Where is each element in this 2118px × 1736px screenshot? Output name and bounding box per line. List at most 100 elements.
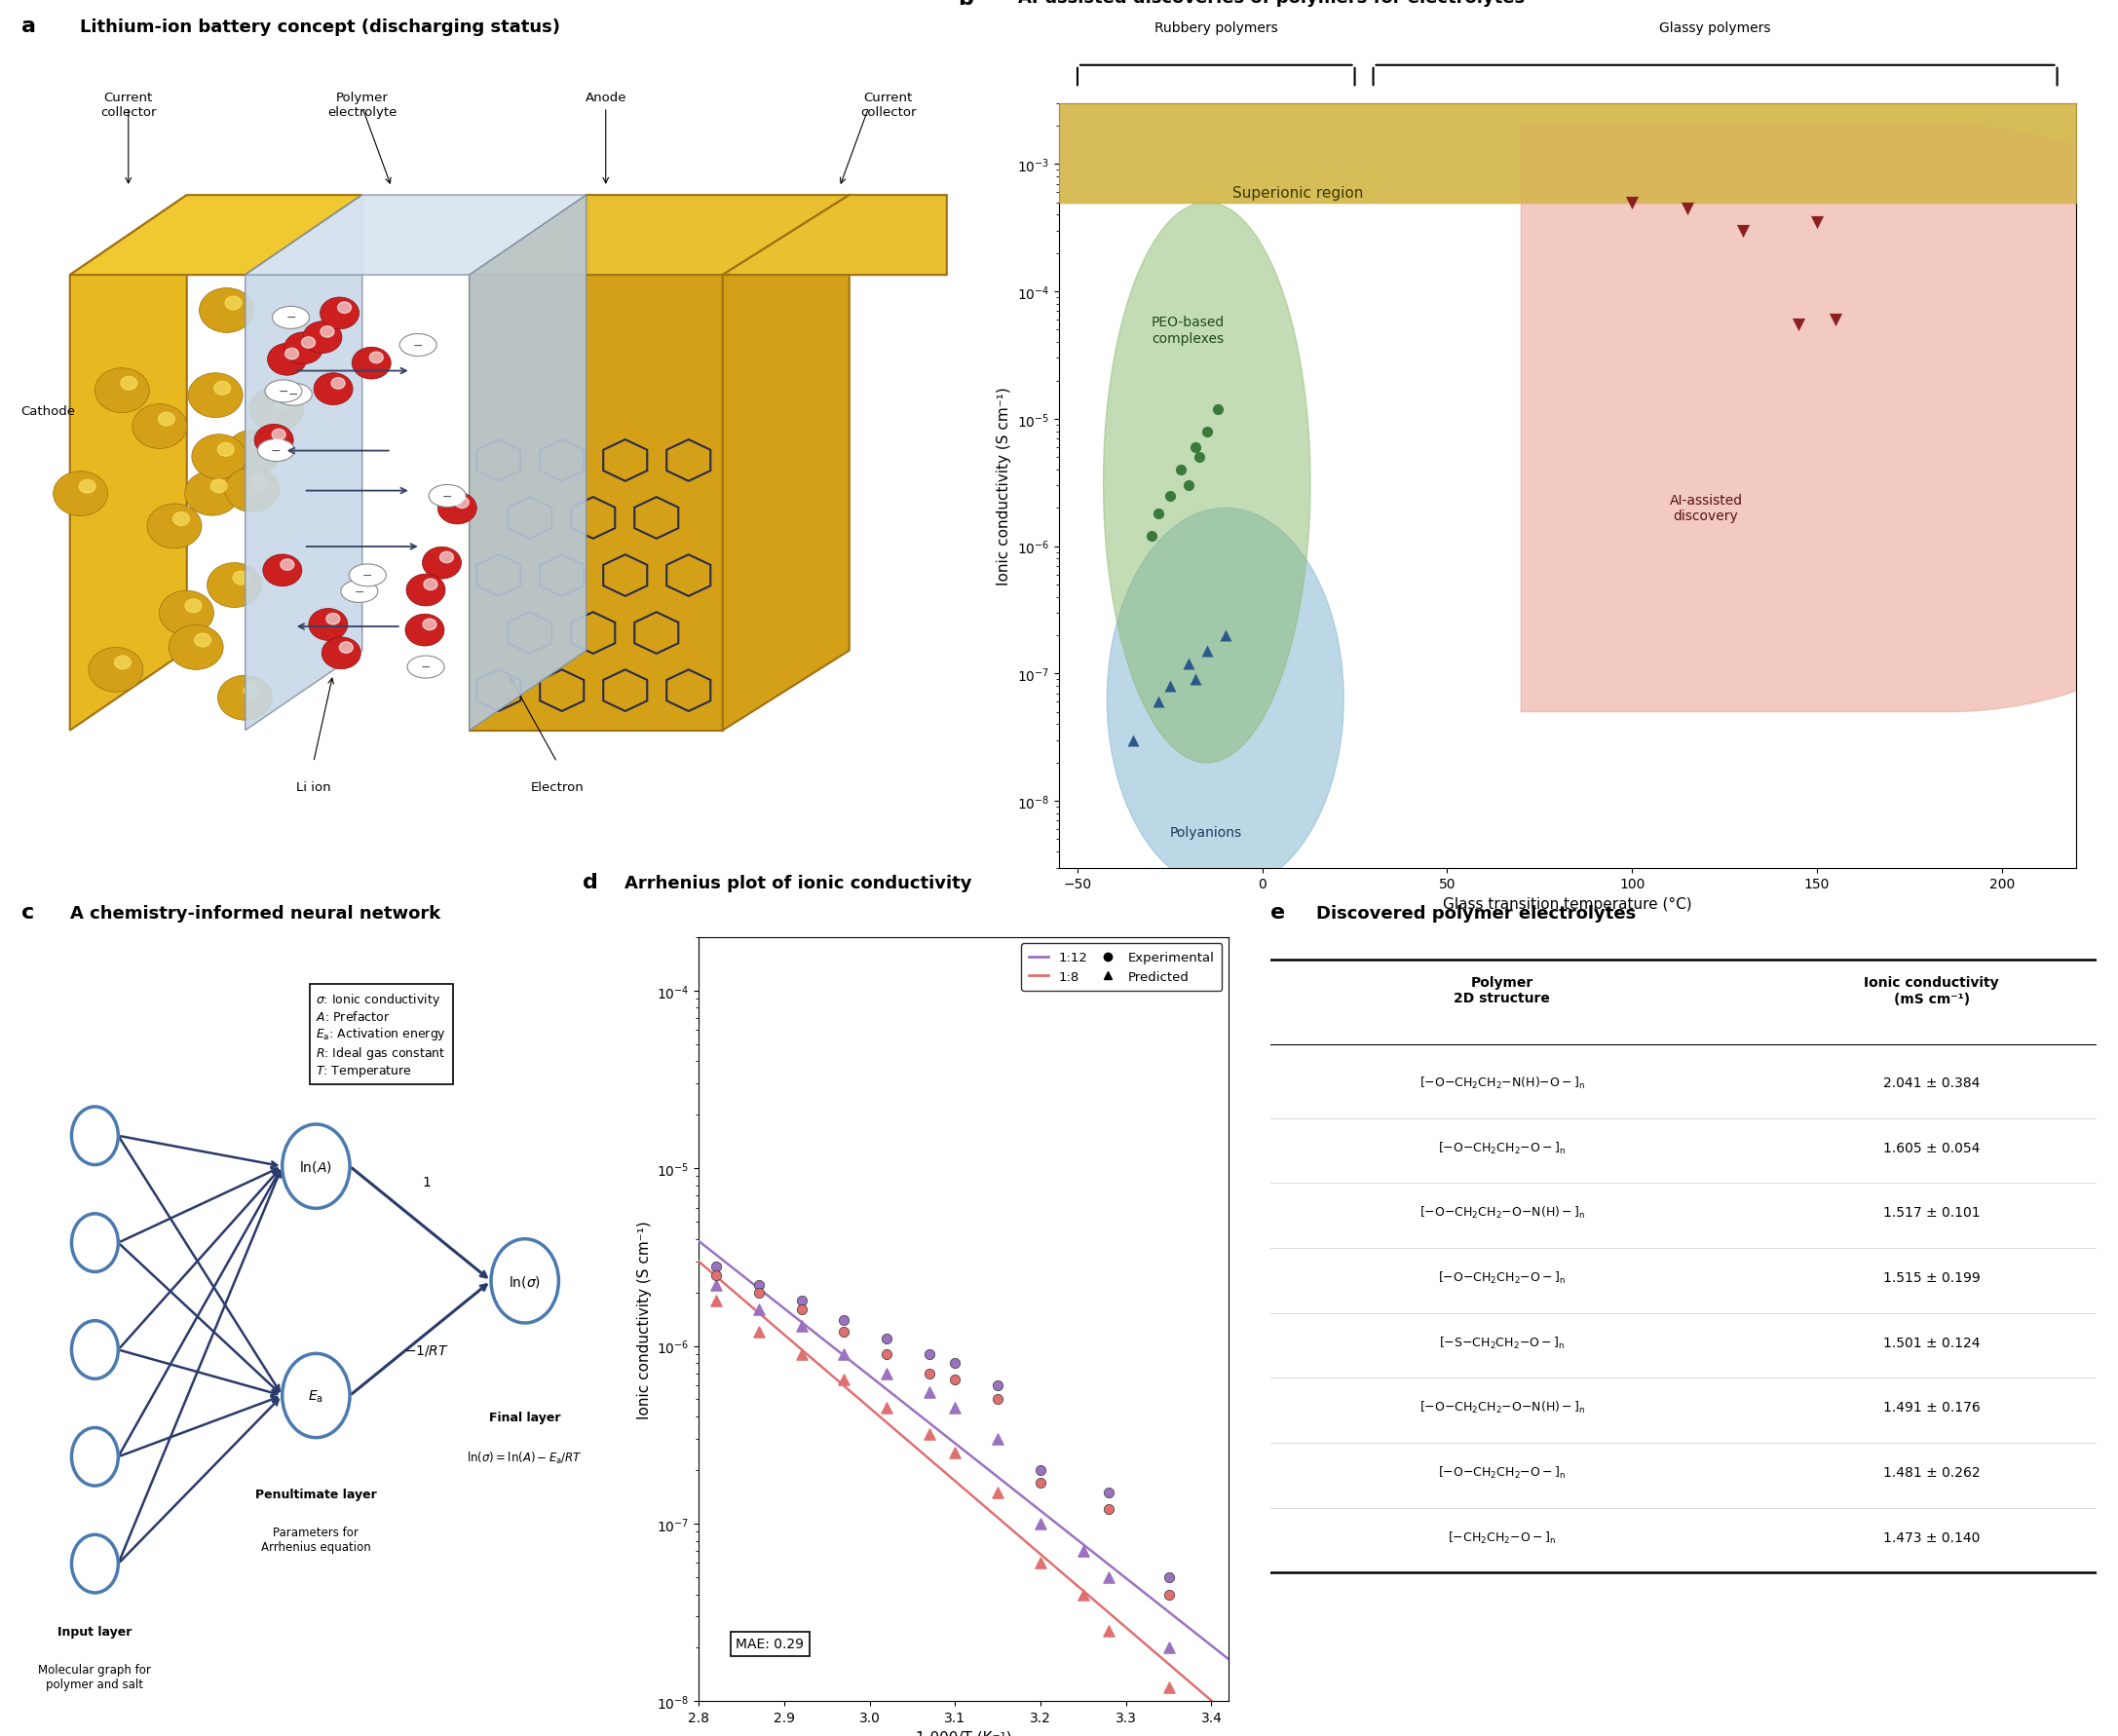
Text: Superionic region: Superionic region — [1233, 186, 1364, 200]
Circle shape — [244, 684, 261, 698]
Point — [1065, 1538, 1099, 1566]
Point — [1142, 500, 1175, 528]
Circle shape — [189, 373, 244, 418]
Point — [1819, 307, 1853, 335]
Text: c: c — [21, 903, 34, 922]
Point — [1209, 621, 1243, 649]
Text: 1: 1 — [421, 1175, 430, 1189]
Point — [1023, 1457, 1057, 1484]
Polygon shape — [1108, 509, 1343, 891]
Circle shape — [313, 373, 354, 406]
Circle shape — [275, 396, 292, 410]
Text: $\mathsf{[-O{-}CH_2CH_2{-}O-]_n}$: $\mathsf{[-O{-}CH_2CH_2{-}O-]_n}$ — [1438, 1139, 1565, 1156]
Circle shape — [233, 571, 250, 585]
Text: $\mathsf{[-O{-}CH_2CH_2{-}O-]_n}$: $\mathsf{[-O{-}CH_2CH_2{-}O-]_n}$ — [1438, 1269, 1565, 1285]
Text: Anode: Anode — [585, 92, 627, 104]
Text: Electron: Electron — [530, 781, 585, 793]
Point — [938, 1394, 972, 1422]
Circle shape — [225, 297, 241, 311]
Polygon shape — [246, 196, 362, 731]
Circle shape — [159, 592, 214, 635]
Circle shape — [369, 352, 383, 365]
Polygon shape — [70, 196, 186, 731]
Text: Lithium-ion battery concept (discharging status): Lithium-ion battery concept (discharging… — [80, 19, 559, 36]
Ellipse shape — [407, 656, 445, 679]
Point — [870, 1325, 904, 1352]
Point — [1152, 1674, 1186, 1701]
Circle shape — [53, 472, 108, 517]
Circle shape — [72, 1427, 119, 1486]
Ellipse shape — [275, 384, 311, 406]
Text: $-1/RT$: $-1/RT$ — [405, 1342, 449, 1358]
Text: a: a — [21, 17, 36, 36]
Circle shape — [146, 505, 201, 549]
Circle shape — [214, 382, 231, 396]
Point — [1023, 1510, 1057, 1538]
Point — [828, 1340, 862, 1368]
Ellipse shape — [341, 582, 377, 602]
Circle shape — [263, 556, 303, 587]
Text: $\mathrm{ln}(A)$: $\mathrm{ln}(A)$ — [299, 1160, 333, 1174]
Text: 2.041 ± 0.384: 2.041 ± 0.384 — [1883, 1076, 1980, 1090]
Point — [1065, 1580, 1099, 1608]
Point — [1023, 1469, 1057, 1496]
Circle shape — [121, 377, 138, 391]
Circle shape — [267, 344, 307, 377]
Text: d: d — [582, 871, 597, 892]
Text: AI-assisted discoveries of polymers for electrolytes: AI-assisted discoveries of polymers for … — [1019, 0, 1525, 7]
Text: −: − — [286, 312, 297, 325]
Text: PEO-based
complexes: PEO-based complexes — [1152, 316, 1224, 345]
Point — [784, 1297, 818, 1325]
Point — [1671, 194, 1705, 222]
Circle shape — [89, 648, 144, 693]
Point — [981, 1385, 1015, 1413]
Point — [741, 1318, 775, 1345]
Circle shape — [326, 615, 339, 625]
Circle shape — [320, 299, 360, 330]
Text: 1.501 ± 0.124: 1.501 ± 0.124 — [1883, 1335, 1980, 1349]
Circle shape — [282, 1125, 349, 1208]
Circle shape — [421, 547, 462, 580]
Circle shape — [438, 493, 477, 524]
Y-axis label: Ionic conductivity (S cm⁻¹): Ionic conductivity (S cm⁻¹) — [638, 1220, 652, 1418]
Circle shape — [337, 302, 352, 314]
Point — [1781, 311, 1815, 339]
Text: 1.605 ± 0.054: 1.605 ± 0.054 — [1883, 1141, 1980, 1154]
Point — [870, 1394, 904, 1422]
Point — [1093, 1479, 1127, 1507]
Circle shape — [72, 1213, 119, 1272]
Point — [1152, 672, 1186, 700]
Circle shape — [210, 479, 227, 493]
Y-axis label: Ionic conductivity (S cm⁻¹): Ionic conductivity (S cm⁻¹) — [998, 387, 1012, 585]
Point — [741, 1271, 775, 1299]
Point — [981, 1371, 1015, 1399]
Point — [1800, 208, 1834, 236]
Circle shape — [133, 404, 186, 450]
Point — [981, 1425, 1015, 1453]
Point — [1093, 1562, 1127, 1590]
Point — [913, 1359, 947, 1387]
Point — [1171, 651, 1205, 679]
Text: Current
collector: Current collector — [860, 92, 917, 120]
Point — [1135, 523, 1169, 550]
Circle shape — [225, 469, 280, 512]
Text: −: − — [413, 339, 424, 352]
Text: Arrhenius plot of ionic conductivity: Arrhenius plot of ionic conductivity — [625, 875, 972, 892]
Text: Discovered polymer electrolytes: Discovered polymer electrolytes — [1315, 904, 1635, 922]
Point — [699, 1286, 733, 1314]
Point — [1180, 667, 1214, 694]
Point — [870, 1359, 904, 1387]
Circle shape — [174, 512, 189, 526]
Circle shape — [284, 333, 324, 365]
Circle shape — [227, 431, 282, 476]
Polygon shape — [1103, 203, 1311, 764]
Circle shape — [282, 1354, 349, 1437]
Text: Cathode: Cathode — [21, 404, 76, 418]
Text: Penultimate layer: Penultimate layer — [256, 1488, 377, 1500]
Point — [828, 1366, 862, 1394]
Circle shape — [280, 559, 294, 571]
Point — [828, 1318, 862, 1345]
Text: b: b — [957, 0, 972, 9]
Text: Current
collector: Current collector — [100, 92, 157, 120]
Polygon shape — [470, 276, 722, 731]
